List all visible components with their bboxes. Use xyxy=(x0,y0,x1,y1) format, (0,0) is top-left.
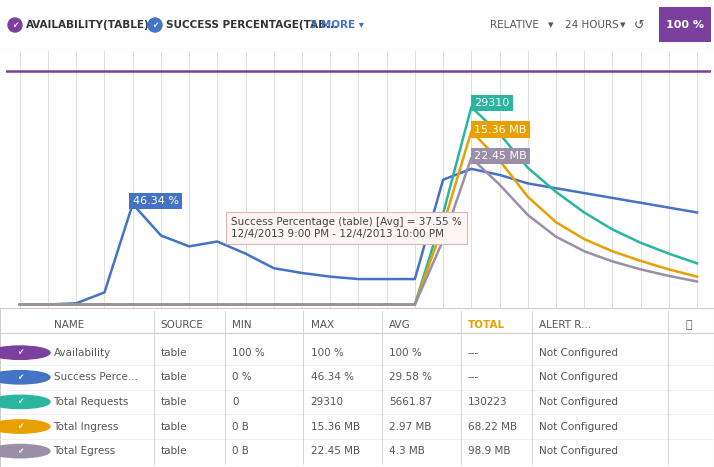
Circle shape xyxy=(8,18,22,32)
Text: NAME: NAME xyxy=(54,320,84,330)
Text: 130223: 130223 xyxy=(468,397,507,407)
Circle shape xyxy=(0,445,50,458)
Text: Not Configured: Not Configured xyxy=(539,372,618,382)
Text: table: table xyxy=(161,446,187,456)
Text: ✔: ✔ xyxy=(17,397,23,406)
Text: table: table xyxy=(161,422,187,432)
Text: 4.3 MB: 4.3 MB xyxy=(389,446,425,456)
Text: Availability: Availability xyxy=(54,347,111,358)
Circle shape xyxy=(148,18,162,32)
Text: AVAILABILITY(TABLE): AVAILABILITY(TABLE) xyxy=(26,20,150,30)
Text: 68.22 MB: 68.22 MB xyxy=(468,422,517,432)
Text: 0 B: 0 B xyxy=(232,446,249,456)
Text: ---: --- xyxy=(468,372,479,382)
Circle shape xyxy=(0,420,50,433)
Text: 29.58 %: 29.58 % xyxy=(389,372,432,382)
Text: Total Ingress: Total Ingress xyxy=(54,422,119,432)
Text: 22.45 MB: 22.45 MB xyxy=(311,446,360,456)
Text: 22.45 MB: 22.45 MB xyxy=(474,151,527,161)
Text: 46.34 %: 46.34 % xyxy=(311,372,353,382)
Text: ✔: ✔ xyxy=(17,373,23,382)
Text: 100 %: 100 % xyxy=(389,347,422,358)
Text: MAX: MAX xyxy=(311,320,333,330)
Text: MIN: MIN xyxy=(232,320,251,330)
FancyBboxPatch shape xyxy=(659,7,711,42)
Text: ▾: ▾ xyxy=(620,20,625,30)
Text: SUCCESS PERCENTAGE(TAB...: SUCCESS PERCENTAGE(TAB... xyxy=(166,20,338,30)
Text: AVG: AVG xyxy=(389,320,411,330)
Text: Success Perce...: Success Perce... xyxy=(54,372,138,382)
Text: RELATIVE: RELATIVE xyxy=(490,20,539,30)
Text: table: table xyxy=(161,372,187,382)
Text: Not Configured: Not Configured xyxy=(539,446,618,456)
Text: Not Configured: Not Configured xyxy=(539,397,618,407)
Text: ▾: ▾ xyxy=(548,20,553,30)
Text: ✔: ✔ xyxy=(152,21,159,29)
Text: 0 B: 0 B xyxy=(232,422,249,432)
Text: 0: 0 xyxy=(232,397,238,407)
Text: ✔: ✔ xyxy=(17,446,23,456)
Text: 100 %: 100 % xyxy=(311,347,343,358)
Text: Total Requests: Total Requests xyxy=(54,397,129,407)
Text: 24 HOURS: 24 HOURS xyxy=(565,20,619,30)
Text: 98.9 MB: 98.9 MB xyxy=(468,446,511,456)
Text: ✔: ✔ xyxy=(17,348,23,357)
Circle shape xyxy=(0,371,50,384)
Text: 15.36 MB: 15.36 MB xyxy=(311,422,360,432)
Text: Not Configured: Not Configured xyxy=(539,422,618,432)
Text: Not Configured: Not Configured xyxy=(539,347,618,358)
Circle shape xyxy=(0,395,50,409)
Text: 15.36 MB: 15.36 MB xyxy=(474,125,526,134)
Text: 29310: 29310 xyxy=(474,98,509,108)
Text: ✔: ✔ xyxy=(17,422,23,431)
Text: 46.34 %: 46.34 % xyxy=(133,196,178,206)
Circle shape xyxy=(0,346,50,359)
Text: table: table xyxy=(161,347,187,358)
Text: 29310: 29310 xyxy=(311,397,343,407)
Text: 3 MORE ▾: 3 MORE ▾ xyxy=(310,20,364,30)
Text: 100 %: 100 % xyxy=(232,347,265,358)
Text: ↺: ↺ xyxy=(634,19,645,31)
Text: 🔍: 🔍 xyxy=(685,320,693,330)
Text: Total Egress: Total Egress xyxy=(54,446,116,456)
Text: 0 %: 0 % xyxy=(232,372,251,382)
Text: 5661.87: 5661.87 xyxy=(389,397,432,407)
Text: ✔: ✔ xyxy=(12,21,18,29)
Text: TOTAL: TOTAL xyxy=(468,320,505,330)
Text: SOURCE: SOURCE xyxy=(161,320,203,330)
Text: ALERT R...: ALERT R... xyxy=(539,320,591,330)
Text: table: table xyxy=(161,397,187,407)
Text: ---: --- xyxy=(468,347,479,358)
Text: 2.97 MB: 2.97 MB xyxy=(389,422,432,432)
Text: Success Percentage (table) [Avg] = 37.55 %
12/4/2013 9:00 PM - 12/4/2013 10:00 P: Success Percentage (table) [Avg] = 37.55… xyxy=(231,217,462,239)
Text: 100 %: 100 % xyxy=(666,20,704,30)
